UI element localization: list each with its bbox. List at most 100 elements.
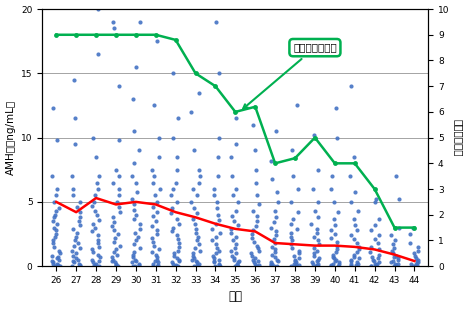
Point: [249, 235, 256, 240]
Point: [115, 138, 122, 143]
Point: [148, 224, 155, 229]
Point: [310, 187, 317, 192]
Point: [151, 174, 158, 179]
Point: [295, 262, 303, 267]
Point: [375, 247, 383, 252]
Point: [272, 233, 280, 238]
Point: [128, 174, 136, 179]
Point: [91, 225, 98, 230]
Point: [233, 262, 241, 267]
Point: [94, 187, 102, 192]
Point: [167, 211, 175, 216]
Point: [194, 211, 201, 216]
Point: [348, 233, 355, 238]
Point: [149, 205, 157, 210]
Point: [392, 238, 399, 243]
Point: [55, 206, 62, 211]
Point: [131, 250, 138, 255]
Point: [196, 180, 203, 185]
Point: [215, 257, 222, 262]
Point: [272, 229, 280, 234]
Point: [135, 261, 143, 266]
Point: [136, 19, 144, 24]
Point: [316, 256, 323, 261]
Point: [215, 71, 223, 76]
Point: [75, 261, 83, 266]
Point: [392, 261, 399, 266]
Point: [192, 259, 200, 264]
Point: [112, 262, 120, 267]
Point: [196, 167, 203, 172]
Point: [190, 264, 198, 269]
Point: [314, 261, 321, 266]
Point: [68, 174, 76, 179]
Point: [271, 255, 279, 260]
Point: [271, 247, 279, 252]
Point: [234, 264, 242, 269]
Point: [328, 187, 335, 192]
Point: [232, 264, 239, 269]
Point: [156, 154, 163, 159]
Point: [153, 39, 161, 44]
Point: [234, 199, 242, 204]
Point: [250, 228, 257, 233]
Point: [210, 256, 218, 261]
Point: [154, 260, 161, 265]
Point: [168, 206, 176, 211]
Point: [153, 231, 160, 236]
Point: [293, 260, 300, 265]
Point: [113, 167, 120, 172]
Point: [228, 253, 235, 258]
Point: [355, 244, 363, 249]
Point: [136, 246, 144, 251]
Point: [69, 253, 76, 258]
Point: [256, 248, 263, 253]
Point: [212, 242, 220, 247]
Point: [287, 264, 295, 269]
Point: [310, 234, 318, 239]
Point: [192, 221, 199, 226]
Point: [387, 233, 394, 238]
Point: [351, 189, 358, 194]
Point: [152, 252, 160, 257]
Point: [354, 250, 361, 255]
Point: [172, 180, 180, 185]
Point: [53, 193, 60, 198]
Point: [50, 244, 58, 249]
Point: [95, 233, 102, 238]
Point: [192, 230, 199, 235]
Point: [130, 161, 138, 166]
Point: [374, 240, 382, 245]
Point: [174, 237, 182, 242]
Point: [91, 193, 98, 198]
Point: [88, 247, 96, 252]
Point: [92, 154, 99, 159]
Point: [53, 261, 61, 266]
Point: [50, 199, 57, 204]
Point: [95, 264, 103, 269]
Point: [153, 210, 161, 215]
Point: [54, 255, 62, 260]
Point: [315, 167, 322, 172]
Point: [169, 225, 176, 230]
Point: [252, 167, 260, 172]
Point: [227, 154, 235, 159]
Point: [130, 207, 138, 212]
Point: [116, 210, 123, 215]
Point: [93, 212, 101, 217]
Point: [348, 264, 355, 269]
Point: [153, 257, 161, 262]
Point: [250, 208, 257, 213]
Point: [253, 264, 260, 269]
Point: [332, 222, 339, 227]
Point: [310, 133, 318, 138]
Point: [74, 240, 81, 245]
Point: [310, 253, 318, 258]
X-axis label: 年齢: 年齢: [228, 290, 242, 303]
Point: [355, 256, 363, 261]
Point: [53, 256, 61, 261]
Point: [227, 226, 235, 231]
Point: [269, 244, 276, 249]
Point: [116, 243, 123, 248]
Point: [114, 231, 122, 236]
